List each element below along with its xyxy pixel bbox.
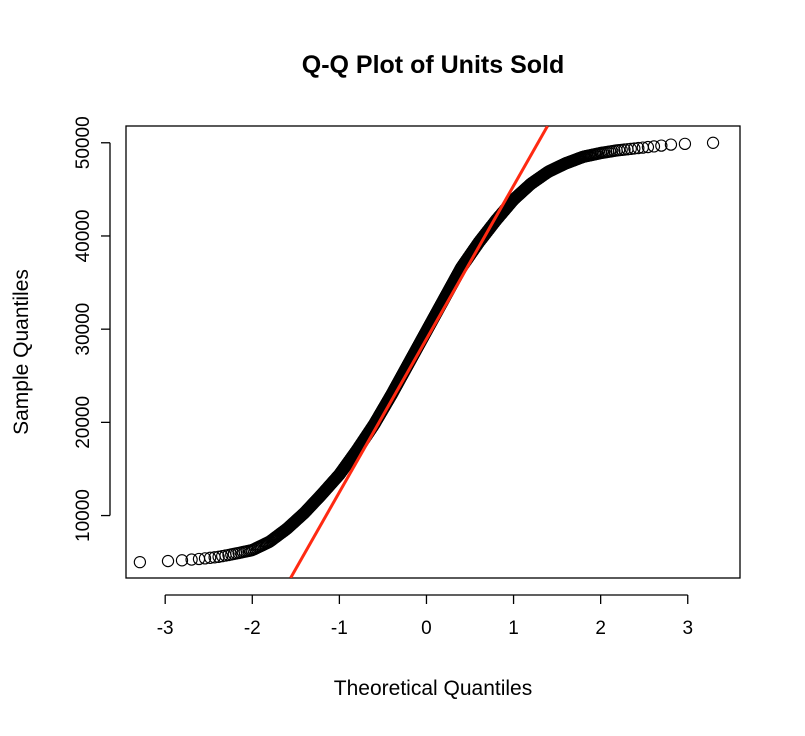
x-tick-label: -1 <box>331 618 348 639</box>
y-tick-label: 10000 <box>73 489 94 542</box>
plot-area <box>125 125 741 579</box>
y-axis: 10000 20000 30000 40000 50000 <box>73 116 111 542</box>
sample-point <box>664 138 678 151</box>
y-tick-label: 40000 <box>73 210 94 263</box>
sample-points <box>133 136 720 569</box>
x-tick-label: 1 <box>508 618 519 639</box>
sample-point <box>175 554 189 567</box>
sample-point <box>161 554 175 568</box>
reference-line <box>289 126 549 578</box>
x-tick-label: -3 <box>157 618 174 639</box>
chart-title: Q-Q Plot of Units Sold <box>302 51 564 79</box>
sample-point <box>641 140 655 154</box>
x-tick-label: 2 <box>595 618 606 639</box>
x-tick-label: 0 <box>421 618 432 639</box>
sample-point <box>678 137 692 151</box>
sample-point <box>624 142 637 156</box>
y-axis-label: Sample Quantiles <box>10 269 33 435</box>
sample-point <box>203 551 217 564</box>
sample-point <box>628 142 641 155</box>
y-tick-label: 20000 <box>73 396 94 449</box>
y-tick-label: 50000 <box>73 116 94 169</box>
sample-point <box>133 555 147 569</box>
x-axis-label: Theoretical Quantiles <box>334 677 532 700</box>
sample-point <box>647 140 661 153</box>
sample-point <box>706 136 720 149</box>
sample-point <box>632 141 645 155</box>
sample-point <box>655 139 668 152</box>
x-tick-label: -2 <box>244 618 261 639</box>
y-tick-label: 30000 <box>73 303 94 356</box>
sample-point <box>198 552 212 565</box>
x-axis: -3 -2 -1 0 1 2 3 <box>157 594 693 639</box>
sample-point <box>185 553 198 566</box>
reference-line-group <box>289 126 549 578</box>
x-tick-label: 3 <box>682 618 693 639</box>
